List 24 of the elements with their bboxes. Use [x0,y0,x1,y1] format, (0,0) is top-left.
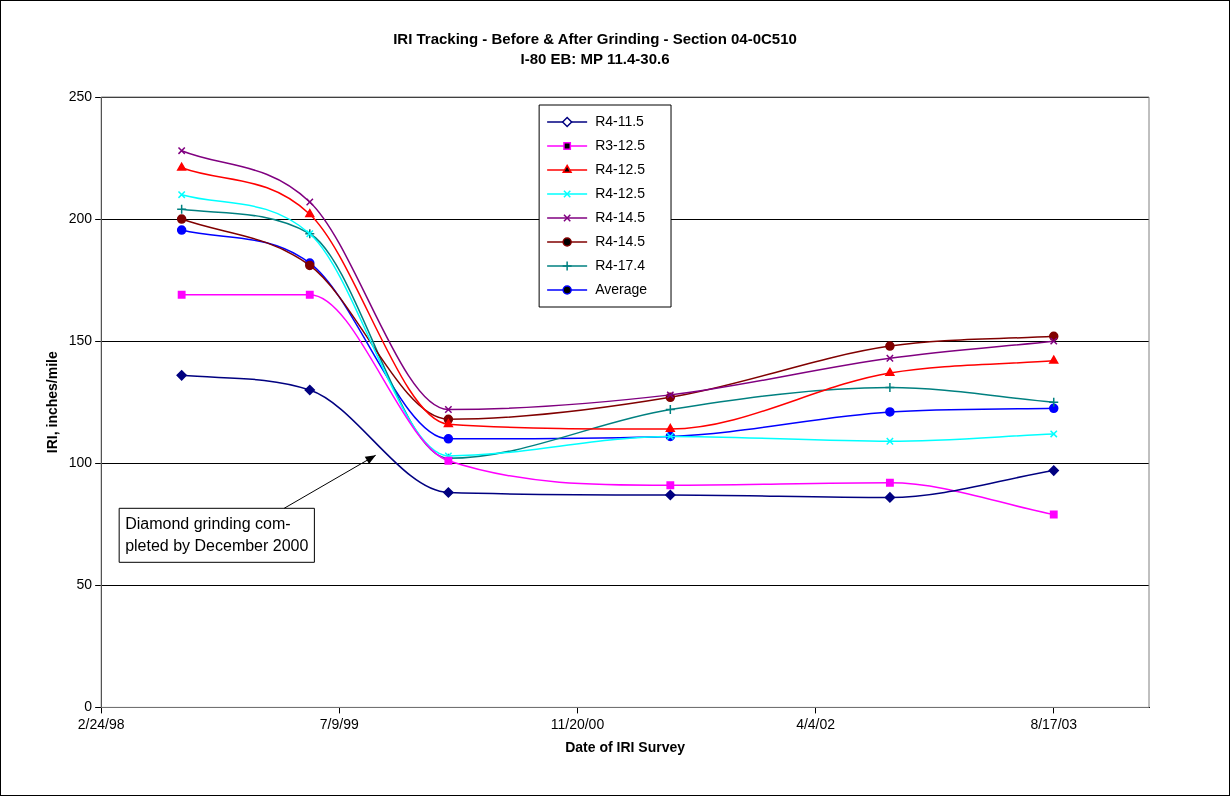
legend-label: R4-14.5 [595,232,646,249]
chart-subtitle: I-80 EB: MP 11.4-30.6 [520,50,670,68]
y-tick-label: 150 [68,332,93,349]
annotation: Diamond grinding com- pleted by December 2000 [125,514,309,554]
x-tick-label: 4/4/02 [796,715,836,732]
legend-label: R4-11.5 [595,112,645,129]
x-axis-title: Date of IRI Survey [565,739,686,756]
legend-label: Average [595,280,648,297]
x-tick-label: 11/20/00 [550,715,605,732]
chart-title: IRI Tracking - Before & After Grinding - Section 04-0C510 [393,30,797,48]
legend-label: R3-12.5 [595,136,646,153]
legend-label: R4-12.5 [595,184,646,201]
y-tick-label: 250 [68,87,93,104]
x-tick-label: 7/9/99 [319,715,359,732]
y-tick-label: 50 [76,576,93,593]
y-tick-label: 200 [68,209,93,226]
x-tick-label: 8/17/03 [1030,715,1078,732]
legend-label: R4-12.5 [595,160,646,177]
legend-label: R4-17.4 [595,256,646,273]
y-tick-label: 100 [68,454,93,471]
y-tick-label: 0 [84,698,93,715]
legend-label: R4-14.5 [595,208,646,225]
x-tick-label: 2/24/98 [77,715,125,732]
y-axis-title: IRI, inches/mile [44,351,61,454]
